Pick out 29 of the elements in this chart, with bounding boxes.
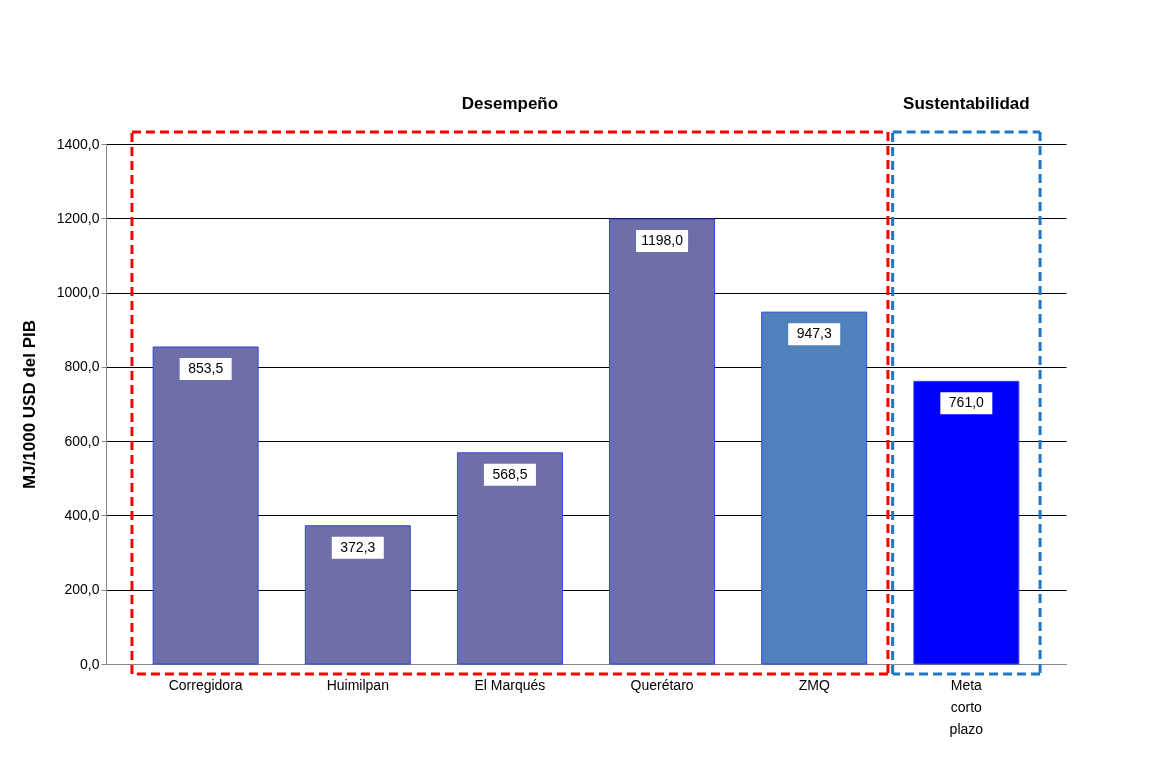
y-tick-label: 400,0 [64, 506, 100, 523]
y-tick-label: 1200,0 [56, 209, 100, 226]
y-tick-label: 1000,0 [56, 284, 100, 301]
y-tick-label: 800,0 [64, 358, 100, 375]
y-tick-label: 0,0 [80, 655, 100, 672]
y-tick-label: 1400,0 [56, 135, 100, 152]
x-tick-label: Corregidora [168, 676, 243, 693]
text: Sustentabilidad [903, 94, 1030, 113]
y-tick-label: 200,0 [64, 581, 100, 598]
data-label: 761,0 [948, 394, 985, 411]
x-tick-label: ZMQ [798, 676, 830, 693]
bar [913, 380, 1020, 665]
bar [456, 452, 563, 665]
x-tick-label: Querétaro [630, 676, 694, 693]
data-label: 853,5 [188, 359, 224, 376]
y-tick-label: 600,0 [64, 432, 100, 449]
x-tick-label: El Marqués [474, 676, 546, 693]
bar [761, 311, 868, 665]
data-label: 568,5 [492, 465, 528, 482]
x-tick-label: Meta corto plazo [949, 676, 984, 737]
bar [152, 346, 259, 665]
data-label: 947,3 [796, 325, 832, 342]
bar [304, 525, 411, 665]
bar [609, 218, 716, 665]
y-axis-title: MJ/1000 USD del PIB [19, 319, 39, 490]
data-label: 1198,0 [641, 232, 684, 249]
x-tick-label: Huimilpan [326, 676, 389, 693]
text: Desempeño [461, 94, 559, 113]
data-label: 372,3 [340, 538, 376, 555]
